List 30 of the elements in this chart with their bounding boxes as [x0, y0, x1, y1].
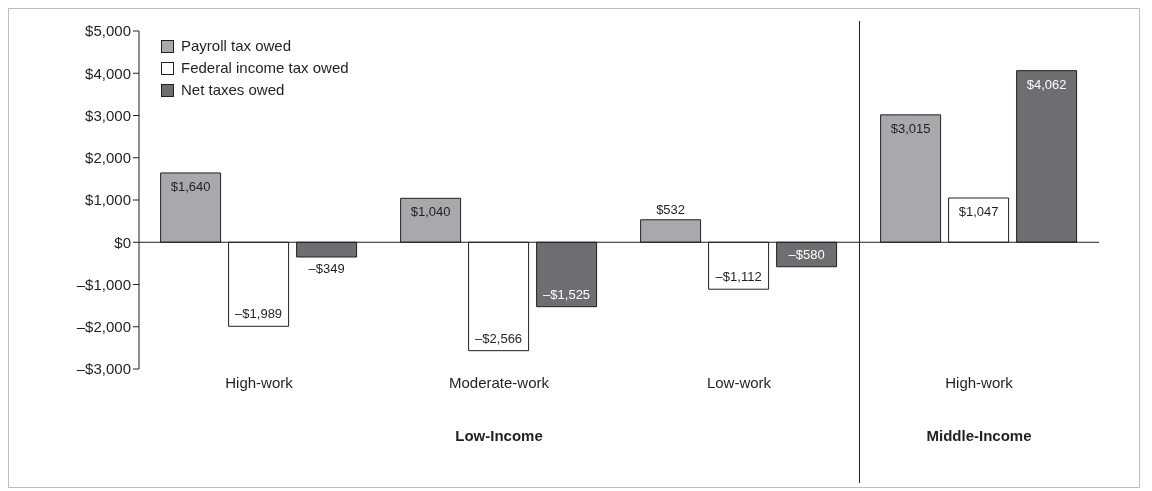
data-label: $4,062 — [1026, 76, 1067, 92]
x-tick-label: Moderate-work — [448, 373, 550, 391]
data-label: $1,047 — [958, 204, 999, 220]
x-tick-label: Low-work — [706, 373, 772, 391]
x-tick-label: High-work — [225, 373, 294, 391]
y-tick-label: $5,000 — [85, 22, 131, 40]
legend-label: Payroll tax owed — [181, 36, 292, 56]
y-tick-label: $2,000 — [85, 149, 131, 167]
text: Middle-Income — [925, 427, 1033, 444]
data-label: –$1,112 — [715, 269, 762, 285]
data-label: –$1,525 — [543, 286, 591, 302]
data-label: –$1,989 — [235, 306, 283, 322]
data-label: –$349 — [308, 261, 345, 276]
y-tick-label: –$2,000 — [76, 318, 131, 336]
y-tick-label: $0 — [114, 233, 131, 251]
data-label: –$2,566 — [475, 330, 523, 346]
legend-label: Net taxes owed — [181, 80, 285, 100]
y-tick-label: –$1,000 — [76, 275, 131, 293]
data-label: $3,015 — [890, 120, 931, 136]
y-tick-label: $4,000 — [85, 64, 131, 82]
data-label: $532 — [656, 201, 686, 217]
text: Low-Income — [454, 427, 544, 444]
y-tick-label: –$3,000 — [76, 360, 131, 378]
data-label: –$580 — [788, 246, 825, 262]
x-tick-label: High-work — [945, 373, 1014, 391]
y-tick-label: $3,000 — [85, 106, 131, 124]
y-tick-label: $1,000 — [85, 191, 131, 209]
legend-label: Federal income tax owed — [181, 58, 349, 78]
data-label: $1,040 — [410, 204, 451, 220]
data-label: $1,640 — [170, 178, 211, 194]
